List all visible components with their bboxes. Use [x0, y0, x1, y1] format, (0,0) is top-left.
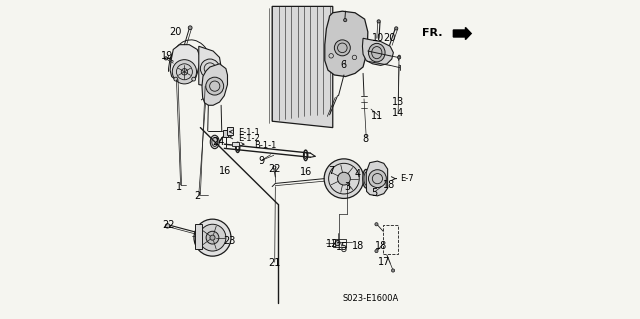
Bar — [232, 142, 239, 146]
Circle shape — [334, 40, 350, 56]
Text: 23: 23 — [223, 236, 236, 246]
Text: 11: 11 — [371, 111, 383, 122]
Text: 9: 9 — [258, 156, 264, 166]
Text: 24: 24 — [212, 137, 225, 147]
Text: 13: 13 — [392, 97, 404, 107]
Text: 10: 10 — [372, 33, 385, 43]
Circle shape — [324, 159, 364, 198]
Circle shape — [369, 170, 387, 188]
Polygon shape — [366, 161, 388, 196]
Circle shape — [375, 223, 378, 226]
Polygon shape — [362, 38, 394, 65]
Circle shape — [165, 224, 170, 228]
Text: 2: 2 — [194, 191, 200, 201]
Text: E-1-2: E-1-2 — [238, 134, 260, 143]
Text: 18: 18 — [375, 241, 387, 251]
Text: FR.: FR. — [422, 28, 442, 39]
Polygon shape — [272, 6, 333, 128]
Text: E-7: E-7 — [400, 174, 413, 183]
Circle shape — [188, 26, 192, 30]
Text: 19: 19 — [161, 51, 173, 61]
Text: 16: 16 — [300, 167, 312, 177]
Circle shape — [375, 249, 378, 253]
Circle shape — [200, 59, 220, 78]
Circle shape — [172, 60, 196, 84]
Text: 22: 22 — [268, 164, 280, 174]
Text: 3: 3 — [344, 182, 350, 192]
Text: 21: 21 — [268, 258, 280, 268]
Circle shape — [199, 224, 226, 251]
Text: 8: 8 — [362, 134, 369, 144]
Text: 15: 15 — [336, 242, 349, 252]
Text: 14: 14 — [392, 108, 404, 118]
Circle shape — [395, 27, 398, 30]
Circle shape — [335, 241, 340, 246]
Circle shape — [181, 69, 188, 75]
Bar — [383, 225, 399, 254]
Text: 4: 4 — [355, 169, 360, 179]
Polygon shape — [199, 46, 221, 86]
Bar — [223, 130, 228, 137]
Text: B-1-1: B-1-1 — [255, 141, 277, 150]
Ellipse shape — [363, 169, 369, 188]
Circle shape — [174, 77, 178, 81]
Text: 20: 20 — [383, 33, 396, 43]
Text: 5: 5 — [371, 188, 378, 198]
Text: 22: 22 — [162, 220, 175, 230]
Circle shape — [206, 231, 219, 244]
Text: 18: 18 — [383, 180, 395, 190]
Circle shape — [210, 235, 215, 240]
Circle shape — [337, 172, 350, 185]
Circle shape — [194, 219, 231, 256]
Bar — [227, 127, 232, 135]
Circle shape — [192, 77, 196, 81]
Text: 6: 6 — [340, 60, 346, 70]
Text: 12: 12 — [326, 239, 339, 249]
Circle shape — [397, 56, 401, 59]
Bar — [333, 239, 346, 247]
Text: 1: 1 — [176, 182, 182, 192]
Text: 7: 7 — [329, 166, 335, 176]
Text: 17: 17 — [378, 256, 390, 267]
Circle shape — [392, 269, 395, 272]
Circle shape — [206, 77, 223, 95]
Text: 20: 20 — [170, 27, 182, 37]
Polygon shape — [202, 64, 227, 105]
Bar — [195, 224, 202, 249]
Ellipse shape — [369, 43, 385, 62]
Text: 18: 18 — [351, 241, 364, 251]
Polygon shape — [170, 45, 200, 82]
Text: 16: 16 — [219, 166, 232, 176]
Text: S023-E1600A: S023-E1600A — [343, 294, 399, 303]
FancyArrow shape — [453, 27, 471, 40]
Text: E-1-1: E-1-1 — [238, 128, 260, 137]
Circle shape — [344, 19, 347, 22]
Circle shape — [377, 20, 380, 23]
Circle shape — [164, 57, 168, 60]
Polygon shape — [324, 11, 368, 77]
Ellipse shape — [211, 135, 219, 149]
